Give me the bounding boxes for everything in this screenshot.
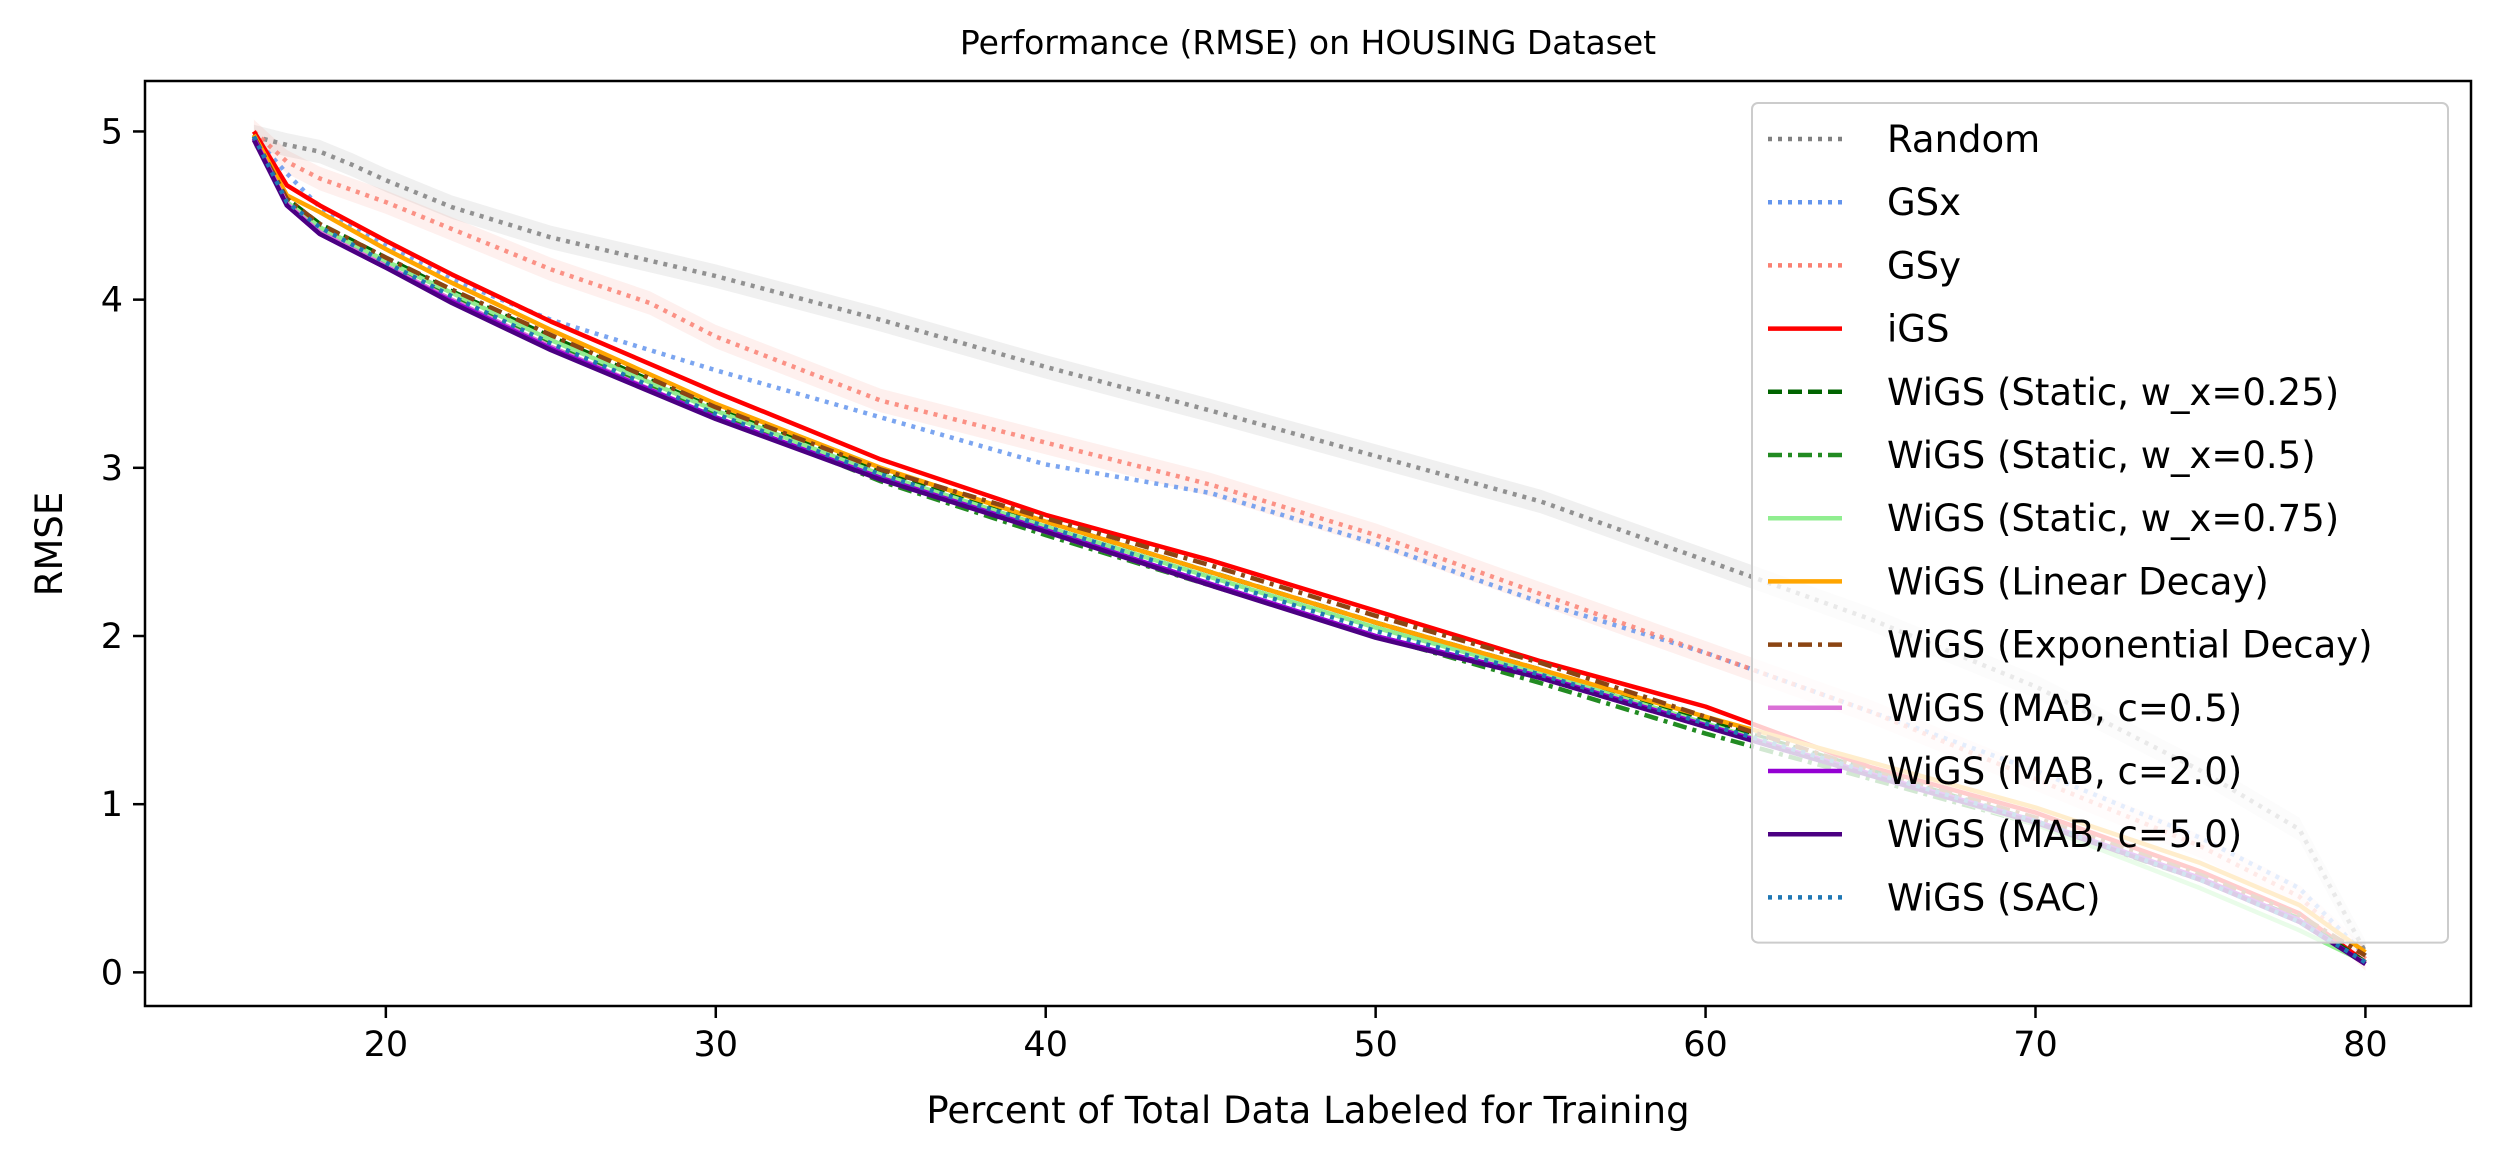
y-axis: 0 1 2 3 4 5 — [101, 112, 145, 993]
legend-entry: WiGS (MAB, c=2.0) — [1887, 750, 2242, 793]
series-line-0 — [253, 134, 2368, 954]
y-tick-label: 0 — [101, 953, 123, 993]
legend-box — [1751, 102, 2449, 944]
x-tick-label: 60 — [1683, 1025, 1728, 1065]
y-axis-label: RMSE — [28, 492, 71, 597]
legend-entry: WiGS (MAB, c=5.0) — [1887, 813, 2242, 856]
x-tick-label: 30 — [694, 1025, 739, 1065]
y-tick-label: 1 — [101, 785, 123, 825]
series-line-1 — [252, 135, 2368, 958]
legend-entry: WiGS (Exponential Decay) — [1887, 624, 2373, 667]
legend-entry: WiGS (MAB, c=0.5) — [1887, 687, 2242, 730]
legend-entry: WiGS (Static, w_x=0.75) — [1887, 497, 2339, 540]
legend-entry: iGS — [1887, 308, 1949, 351]
x-tick-label: 50 — [1353, 1025, 1398, 1065]
legend-entry: WiGS (Linear Decay) — [1887, 560, 2269, 603]
x-tick-label: 40 — [1023, 1025, 1068, 1065]
x-tick-label: 20 — [364, 1025, 409, 1065]
band-0 — [253, 124, 2366, 964]
legend-entry: GSx — [1887, 181, 1961, 224]
y-tick-label: 4 — [101, 281, 123, 321]
legend-entry: WiGS (SAC) — [1887, 876, 2101, 919]
legend-entry: GSy — [1887, 244, 1961, 287]
x-axis-label: Percent of Total Data Labeled for Traini… — [926, 1089, 1689, 1132]
y-tick-label: 5 — [101, 112, 123, 152]
confidence-bands — [253, 119, 2366, 971]
y-tick-label: 3 — [101, 449, 123, 489]
legend-entry: Random — [1887, 118, 2040, 161]
plot-frame — [143, 79, 2473, 1008]
x-axis: 20 30 40 50 60 70 80 — [364, 1006, 2388, 1065]
legend-entry: WiGS (Static, w_x=0.25) — [1887, 371, 2339, 414]
x-tick-label: 70 — [2013, 1025, 2058, 1065]
x-tick-label: 80 — [2343, 1025, 2388, 1065]
legend: Random GSx GSy iGS WiGS (Static, w_x=0.25) Wi… — [1751, 102, 2449, 944]
legend-entry: WiGS (Static, w_x=0.5) — [1887, 434, 2316, 477]
chart-title: Performance (RMSE) on HOUSING Dataset — [960, 23, 1656, 62]
y-tick-label: 2 — [101, 617, 123, 657]
